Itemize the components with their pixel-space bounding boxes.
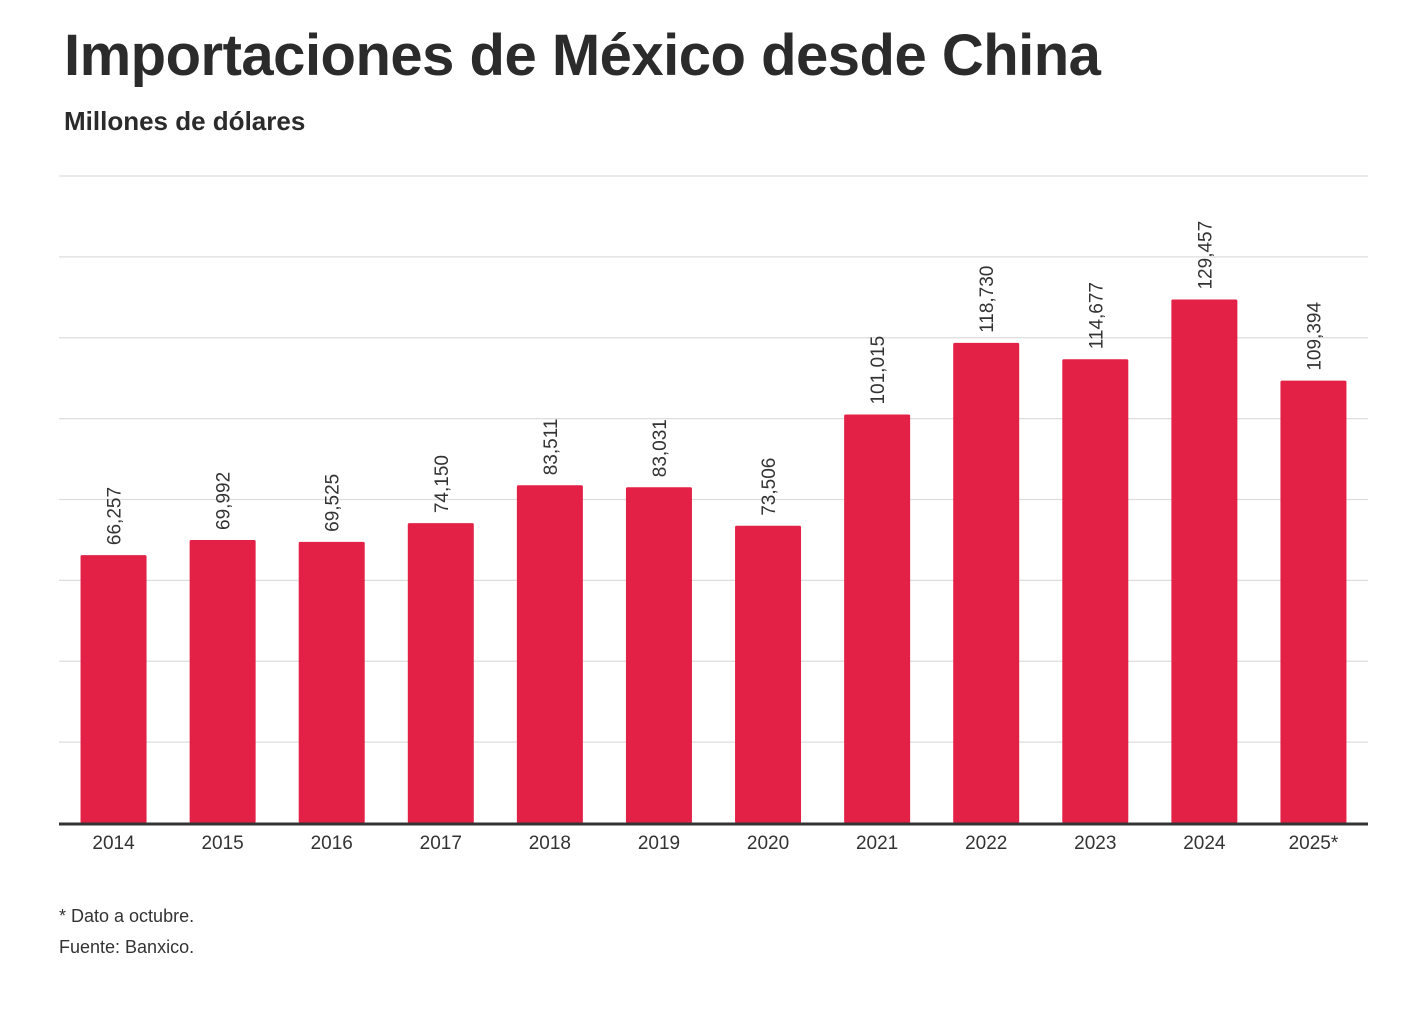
bars [80,299,1347,823]
bar-2020 [735,525,802,823]
x-tick-label: 2021 [856,833,898,854]
bar-2017 [407,523,474,823]
bar-2016 [298,541,365,823]
x-tick-label: 2022 [965,833,1007,854]
value-label: 109,394 [1304,302,1325,371]
x-axis-tick-labels: 2014 2015 2016 2017 2018 2019 2020 2021 2022 2023… [92,833,1338,854]
value-label: 118,730 [977,266,998,333]
x-tick-label: 2017 [420,833,462,854]
value-label: 114,677 [1086,282,1107,349]
value-label: 101,015 [868,336,889,405]
value-label: 66,257 [105,487,126,545]
x-tick-label: 2015 [201,833,243,854]
x-tick-label: 2018 [529,833,571,854]
bar-2015 [189,539,256,823]
value-label: 69,992 [214,472,235,530]
x-tick-label: 2020 [747,833,789,854]
bar-2022 [953,342,1020,823]
value-label: 129,457 [1195,221,1216,290]
chart-title: Importaciones de México desde China [64,23,1101,88]
bar-2018 [516,485,583,823]
value-label: 73,506 [759,458,780,516]
value-label: 83,511 [541,419,562,476]
bar-2024 [1171,299,1238,823]
bar-2019 [625,487,692,823]
bar-2014 [80,555,147,823]
footnote-note: * Dato a octubre. [59,906,195,926]
gridlines [59,175,1368,743]
x-tick-label: 2024 [1183,833,1226,854]
x-tick-label: 2016 [311,833,353,854]
x-tick-label: 2025* [1289,833,1339,854]
footnote-source: Fuente: Banxico. [59,937,195,957]
value-labels: 66,257 69,992 69,525 74,150 83,511 83,031 73,5… [105,221,1326,545]
value-label: 74,150 [432,455,453,513]
bar-2023 [1062,359,1129,823]
value-label: 83,031 [650,419,671,477]
chart-subtitle: Millones de dólares [64,106,306,136]
x-tick-label: 2019 [638,833,680,854]
x-tick-label: 2023 [1074,833,1116,854]
value-label: 69,525 [323,474,344,532]
bar-2025 [1280,380,1347,823]
x-tick-label: 2014 [92,833,135,854]
bar-2021 [844,414,911,823]
